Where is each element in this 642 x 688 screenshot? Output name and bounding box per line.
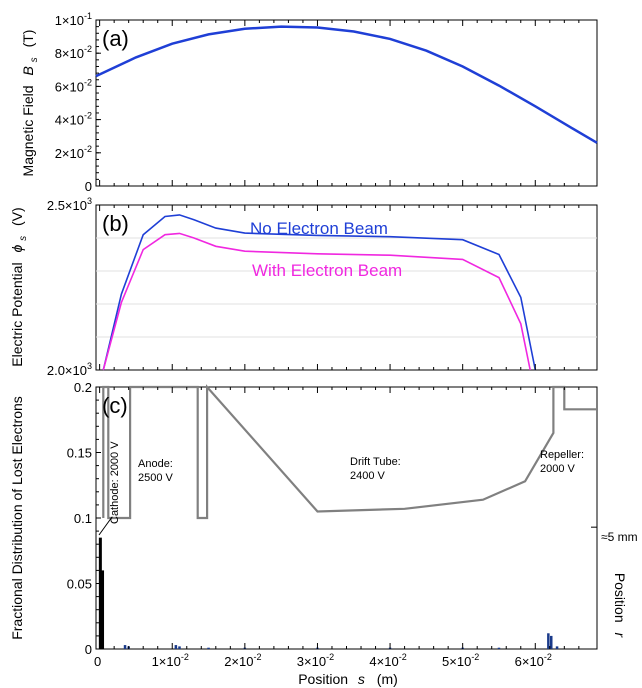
panel-c-tag: (c) (102, 393, 128, 418)
ylabel-a-symbol: B (20, 66, 36, 75)
electrode-label-cathode: Cathode: 2000 V (109, 441, 121, 524)
right-axis-label: Position r (612, 573, 628, 639)
series-label-no-beam: No Electron Beam (250, 219, 388, 238)
axis-ticks: 0 2×10-2 4×10-2 6×10-2 8×10-2 1×10-1 2.0×103 2.… (47, 11, 597, 669)
ytick-label-2-0: 0 (85, 642, 92, 657)
ytick-label-0-5: 1×10-1 (55, 11, 92, 28)
series-label-with-beam: With Electron Beam (252, 261, 402, 280)
right-axis-symbol: r (612, 633, 628, 639)
xtick-label-2: 2×10-2 (224, 652, 261, 669)
ytick-label-0-3: 6×10-2 (55, 77, 92, 94)
electrode-outline (102, 384, 597, 520)
ytick-label-2-1: 0.05 (67, 577, 92, 592)
panel-b-tag: (b) (102, 211, 129, 236)
cathode-pointer (98, 516, 113, 536)
ytick-label-0-2: 4×10-2 (55, 111, 92, 128)
ylabel-b-text: Electric Potential (9, 262, 25, 366)
anode-line-1: Anode: (138, 458, 173, 470)
xtick-label-6: 6×10-2 (515, 652, 552, 669)
ytick-label-0-4: 8×10-2 (55, 44, 92, 61)
bar-14 (555, 646, 559, 649)
magnetic-field-line (95, 25, 598, 144)
electrode-outline-path (102, 384, 597, 520)
panel-c-frame (95, 386, 598, 650)
electrode-label-anode: Anode: 2500 V (138, 458, 176, 484)
xlabel-unit: (m) (377, 671, 398, 687)
bar-12 (547, 633, 550, 649)
panel-b-lines (102, 214, 537, 371)
ylabel-a-sub: s (29, 57, 40, 62)
xtick-label-5: 5×10-2 (442, 652, 479, 669)
ylabel-b-unit: (V) (9, 207, 25, 226)
bar-2 (123, 645, 127, 649)
repeller-line-2: 2000 V (540, 463, 576, 475)
bar-5 (178, 646, 181, 649)
right-axis-tick-label: ≈5 mm (601, 530, 638, 544)
bar-11 (497, 647, 501, 649)
y-axis-label-b: Electric Potential ϕ s (V) (9, 207, 29, 366)
potential-line-with-beam (102, 232, 531, 371)
drift-line-1: Drift Tube: (350, 456, 401, 468)
panel-b-grid (96, 237, 597, 338)
potential-line-no-beam (102, 214, 537, 371)
bar-1 (101, 570, 105, 649)
ylabel-b-symbol: ϕ (9, 245, 25, 253)
electrode-label-drift-tube: Drift Tube: 2400 V (350, 456, 404, 482)
ytick-label-1-1: 2.5×103 (47, 196, 92, 213)
bar-4 (174, 645, 178, 649)
ytick-label-2-3: 0.15 (67, 446, 92, 461)
xlabel-text: Position (298, 671, 348, 687)
y-axis-label-c: Fractional Distribution of Lost Electron… (9, 396, 25, 640)
y-axis-label-a: Magnetic Field B s (T) (20, 30, 40, 177)
xtick-label-0: 0 (94, 654, 101, 669)
right-axis-text: Position (612, 573, 628, 623)
drift-line-2: 2400 V (350, 470, 386, 482)
xlabel-symbol: s (358, 671, 365, 687)
bar-13 (550, 635, 553, 649)
ytick-label-0-0: 0 (85, 179, 92, 194)
xtick-label-4: 4×10-2 (369, 652, 406, 669)
x-axis-label: Position s (m) (298, 671, 398, 687)
ylabel-a-unit: (T) (20, 30, 36, 48)
panel-a-tag: (a) (102, 26, 129, 51)
panel-a-lines (95, 25, 598, 144)
ytick-label-0-1: 2×10-2 (55, 144, 92, 161)
ylabel-b-sub: s (18, 236, 29, 241)
lost-electron-bars (98, 516, 559, 649)
ylabel-a-text: Magnetic Field (20, 85, 36, 176)
xtick-label-3: 3×10-2 (297, 652, 334, 669)
ytick-label-2-2: 0.1 (74, 511, 92, 526)
xtick-label-1: 1×10-2 (152, 652, 189, 669)
anode-line-2: 2500 V (138, 472, 174, 484)
bar-6 (207, 647, 210, 649)
electrode-label-repeller: Repeller: 2000 V (540, 449, 587, 475)
ytick-label-1-0: 2.0×103 (47, 361, 92, 378)
ytick-label-2-4: 0.2 (74, 380, 92, 395)
repeller-line-1: Repeller: (540, 449, 584, 461)
bar-0 (98, 537, 102, 649)
